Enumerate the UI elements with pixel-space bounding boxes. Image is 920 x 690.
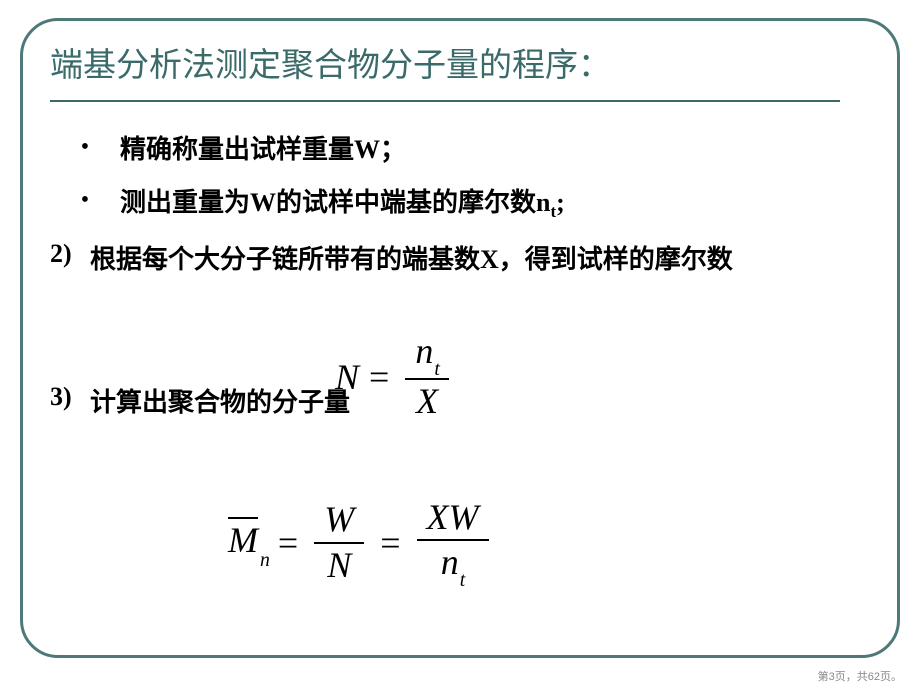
bullet-item: • 测出重量为W的试样中端基的摩尔数nt;	[50, 183, 870, 225]
equals-sign: =	[380, 522, 400, 564]
bullet-text: 精确称量出试样重量W；	[120, 130, 406, 169]
formula-n-equals: N = nt X	[335, 330, 455, 423]
page-title: 端基分析法测定聚合物分子量的程序：	[50, 38, 870, 86]
numbered-item: 3) 计算出聚合物的分子量	[50, 382, 870, 424]
numbered-label: 3)	[50, 382, 90, 412]
numbered-item: 2) 根据每个大分子链所带有的端基数X，得到试样的摩尔数	[50, 239, 870, 281]
fraction-bot: nt	[431, 541, 475, 589]
fraction-top: W	[314, 498, 364, 541]
fraction-top: XW	[417, 496, 489, 539]
bullet-item: • 精确称量出试样重量W；	[50, 130, 870, 169]
bullet-marker: •	[50, 130, 120, 161]
numbered-text: 计算出聚合物的分子量	[90, 382, 350, 424]
fraction-bot: X	[406, 380, 448, 423]
fraction: nt X	[405, 330, 449, 423]
fraction-top: nt	[405, 330, 449, 378]
formula-m-equals: Mn = W N = XW nt	[228, 496, 495, 589]
equals-sign: =	[369, 356, 389, 398]
equals-sign: =	[278, 522, 298, 564]
page-footer: 第3页，共62页。	[818, 668, 902, 684]
numbered-text: 根据每个大分子链所带有的端基数X，得到试样的摩尔数	[90, 239, 733, 281]
bullet-marker: •	[50, 183, 120, 214]
numbered-label: 2)	[50, 239, 90, 269]
title-divider	[50, 100, 840, 102]
fraction: W N	[314, 498, 364, 586]
formula-lhs: Mn	[228, 519, 268, 566]
bullet-text: 测出重量为W的试样中端基的摩尔数nt;	[120, 183, 565, 225]
fraction: XW nt	[417, 496, 489, 589]
slide-content: 端基分析法测定聚合物分子量的程序： • 精确称量出试样重量W； • 测出重量为W…	[50, 38, 870, 432]
formula-lhs: N	[335, 356, 359, 398]
fraction-bot: N	[317, 544, 361, 587]
